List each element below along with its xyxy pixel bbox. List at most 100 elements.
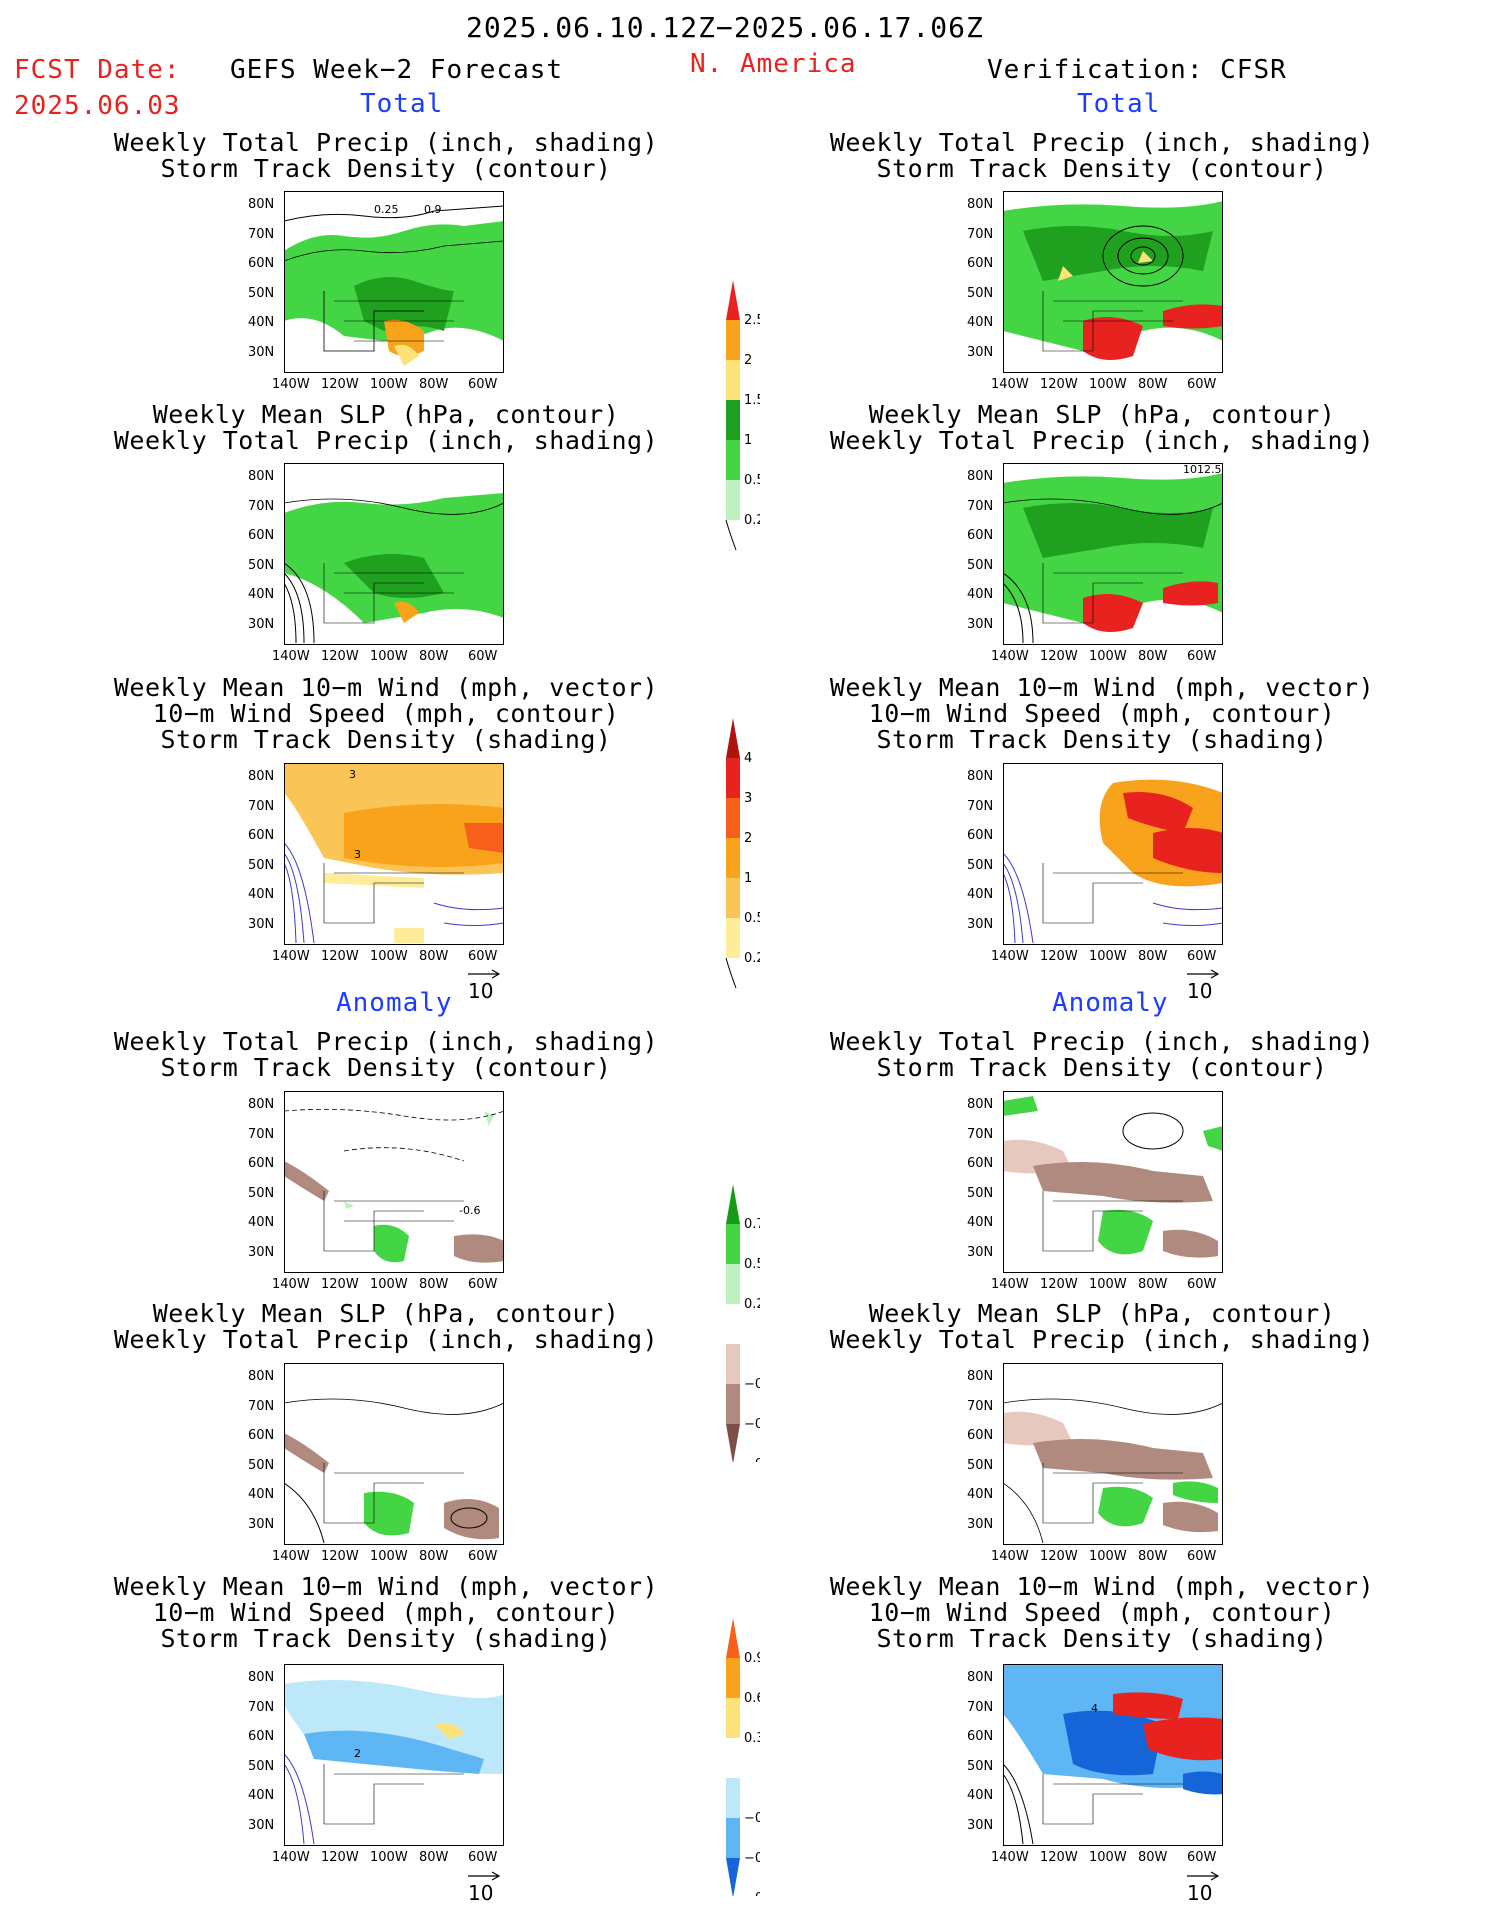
lon-tick-label: 60W: [1187, 1850, 1217, 1865]
lat-tick-label: 60N: [248, 528, 275, 543]
lon-tick-label: 140W: [272, 377, 310, 392]
lat-tick-label: 30N: [967, 344, 994, 360]
lon-tick-label: 80W: [1138, 949, 1168, 964]
lat-tick-label: 70N: [967, 1126, 994, 1142]
colorbar-tick-label: 0.6: [744, 1691, 760, 1706]
lat-tick-label: 50N: [967, 1457, 994, 1473]
lat-tick-label: 80N: [967, 1097, 994, 1112]
colorbar-tail: [725, 519, 737, 551]
lat-tick-label: 30N: [248, 1244, 275, 1260]
colorbar-tick-label: 0.25: [744, 513, 760, 528]
fc-anom-precip-title-1: Weekly Total Precip (inch, shading): [113, 1027, 659, 1056]
colorbar-total-track: 4 3 2 1 0.5 0.25: [725, 718, 760, 989]
lat-tick-label: 70N: [967, 1398, 994, 1414]
colorbar-segment: [726, 1384, 740, 1424]
map-fc-total-slp: [284, 463, 504, 645]
lat-tick-label: 30N: [248, 916, 275, 932]
map-fc-total-wind: 3 3: [284, 763, 504, 945]
lon-tick-label: 120W: [1040, 949, 1078, 964]
obs-total-wind-title-1: Weekly Mean 10−m Wind (mph, vector): [829, 673, 1375, 702]
colorbar-tail: [725, 957, 737, 989]
lat-tick-label: 70N: [248, 498, 275, 514]
lon-tick-label: 80W: [419, 1850, 449, 1865]
colorbar-segment: [726, 480, 740, 520]
fc-anom-wind-title-2: 10−m Wind Speed (mph, contour): [152, 1598, 620, 1627]
lat-tick-label: 40N: [967, 315, 994, 330]
lon-tick-label: 140W: [272, 649, 310, 664]
lon-tick-label: 120W: [321, 949, 359, 964]
lon-tick-label: 100W: [1089, 649, 1127, 664]
lat-tick-label: 70N: [967, 798, 994, 814]
lat-tick-label: 40N: [248, 1487, 275, 1502]
lon-tick-label: 60W: [468, 949, 498, 964]
lat-tick-label: 30N: [248, 1817, 275, 1833]
lon-tick-label: 100W: [1089, 1277, 1127, 1292]
lon-tick-label: 140W: [272, 949, 310, 964]
valid-period-title: 2025.06.10.12Z−2025.06.17.06Z: [466, 11, 984, 44]
total-label-left: Total: [360, 89, 444, 119]
lat-tick-label: 40N: [967, 587, 994, 602]
colorbar-bottom-cap: [726, 1858, 740, 1896]
fc-wind-label-3b: 3: [354, 848, 361, 861]
lat-tick-label: 50N: [248, 1185, 275, 1201]
lat-tick-label: 70N: [248, 1398, 275, 1414]
lon-tick-label: 60W: [468, 1850, 498, 1865]
lon-tick-label: 80W: [419, 377, 449, 392]
colorbar-tick-label: −0.6: [744, 1851, 760, 1866]
map-obs-anom-precip: [1003, 1091, 1223, 1273]
vector-ref-obs-anom: 10: [1187, 1871, 1221, 1905]
lat-tick-label: 60N: [967, 1729, 994, 1744]
lat-tick-label: 60N: [967, 256, 994, 271]
colorbar-tick-label: −0.75: [744, 1457, 760, 1462]
colorbar-tick-label: 1.5: [744, 393, 760, 408]
lat-tick-label: 60N: [967, 1428, 994, 1443]
colorbar-top-cap: [726, 280, 740, 320]
anomaly-label-left: Anomaly: [336, 988, 453, 1018]
lon-tick-label: 120W: [1040, 1277, 1078, 1292]
lon-tick-label: 80W: [419, 1277, 449, 1292]
lon-tick-label: 60W: [1187, 377, 1217, 392]
lat-tick-label: 40N: [967, 1215, 994, 1230]
verification-title: Verification: CFSR: [987, 55, 1287, 85]
map-obs-anom-slp: [1003, 1363, 1223, 1545]
lon-tick-label: 80W: [419, 649, 449, 664]
lat-tick-label: 50N: [248, 285, 275, 301]
lon-tick-label: 120W: [321, 377, 359, 392]
lon-tick-label: 120W: [321, 649, 359, 664]
lat-tick-label: 80N: [967, 769, 994, 784]
colorbar-segment: [726, 400, 740, 440]
lon-tick-label: 120W: [1040, 1549, 1078, 1564]
lat-tick-label: 40N: [248, 1788, 275, 1803]
colorbar-tick-label: 2.5: [744, 313, 760, 328]
colorbar-tick-label: 0.9: [744, 1651, 760, 1666]
colorbar-segment: [726, 918, 740, 958]
lat-tick-label: 50N: [967, 285, 994, 301]
colorbar-tick-label: 4: [744, 751, 752, 766]
lat-tick-label: 80N: [248, 1369, 275, 1384]
colorbar-tick-label: −0.5: [744, 1417, 760, 1432]
lon-tick-label: 100W: [1089, 377, 1127, 392]
fcst-date-label: FCST Date:: [14, 55, 181, 85]
colorbar-tick-label: −0.3: [744, 1811, 760, 1826]
fc-anom-wind-title-1: Weekly Mean 10−m Wind (mph, vector): [113, 1572, 659, 1601]
lon-tick-label: 100W: [370, 1850, 408, 1865]
lat-tick-label: 30N: [248, 1516, 275, 1532]
lat-tick-label: 30N: [248, 616, 275, 632]
colorbar-tick-label: 1: [744, 433, 752, 448]
lat-tick-label: 60N: [248, 1729, 275, 1744]
lat-tick-label: 50N: [248, 557, 275, 573]
fcst-date-value: 2025.06.03: [14, 91, 181, 121]
colorbar-tick-label: 0.75: [744, 1217, 760, 1232]
lat-tick-label: 30N: [967, 1817, 994, 1833]
lat-tick-label: 50N: [248, 857, 275, 873]
obs-wind-anom-label: 4: [1091, 1702, 1098, 1715]
map-obs-anom-wind: 4: [1003, 1664, 1223, 1846]
lat-tick-label: 80N: [967, 197, 994, 212]
lon-tick-label: 60W: [468, 1549, 498, 1564]
lon-tick-label: 140W: [991, 1850, 1029, 1865]
colorbar-tick-label: 0.5: [744, 473, 760, 488]
fc-total-track-label: 0.25: [374, 203, 399, 216]
obs-total-slp-title-2: Weekly Total Precip (inch, shading): [829, 426, 1375, 455]
obs-anom-slp-title-2: Weekly Total Precip (inch, shading): [829, 1325, 1375, 1354]
colorbar-tick-label: 0.25: [744, 1297, 760, 1312]
